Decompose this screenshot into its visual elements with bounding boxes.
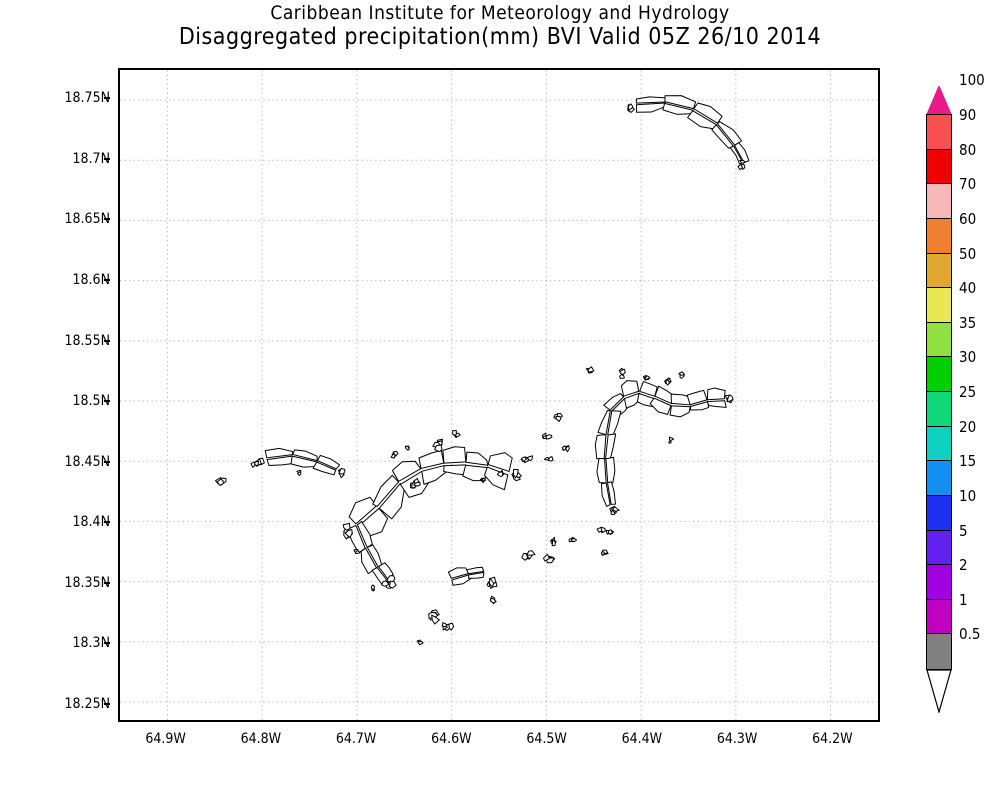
colorbar-under-arrow-icon [926, 669, 952, 713]
y-tick-mark [104, 460, 110, 463]
y-tick-label: 18.55N [64, 332, 110, 349]
y-tick-label: 18.7N [72, 150, 110, 167]
y-tick-label: 18.65N [64, 211, 110, 228]
y-tick-mark [104, 400, 110, 403]
x-tick-label: 64.9W [145, 731, 186, 747]
x-tick-label: 64.4W [621, 731, 663, 747]
colorbar-segment [927, 426, 951, 462]
colorbar-tick-label: 30 [959, 348, 977, 367]
colorbar-tick-label: 90 [959, 106, 977, 124]
y-tick-mark [104, 97, 110, 100]
colorbar-segment [927, 322, 951, 358]
x-tick-label: 64.6W [431, 731, 472, 747]
y-tick-label: 18.25N [64, 695, 110, 712]
x-tick-label: 64.7W [335, 731, 377, 747]
y-tick-label: 18.3N [72, 635, 110, 652]
colorbar-segment [927, 184, 951, 219]
x-tick-label: 64.8W [240, 731, 282, 747]
colorbar-tick-label: 5 [959, 521, 968, 540]
y-tick-mark [104, 278, 110, 281]
colorbar-tick-label: 50 [959, 244, 977, 263]
colorbar-tick-label: 60 [959, 209, 977, 228]
y-tick-mark [104, 642, 110, 645]
colorbar-segment [927, 634, 951, 669]
colorbar-tick-label: 10 [959, 486, 977, 505]
colorbar-tick-label: 40 [959, 279, 977, 298]
colorbar-tick-label: 20 [959, 417, 977, 436]
colorbar-segment [927, 218, 951, 254]
y-tick-label: 18.4N [72, 514, 110, 531]
y-tick-label: 18.45N [64, 453, 110, 470]
colorbar-segment [927, 599, 951, 635]
colorbar-tick-label: 80 [959, 140, 977, 159]
page-title: Disaggregated precipitation(mm) BVI Vali… [178, 24, 822, 50]
x-tick-label: 64.2W [812, 731, 853, 747]
colorbar-tick-label: 25 [959, 383, 977, 401]
colorbar-tick-label: 0.5 [959, 625, 981, 644]
y-tick-mark [104, 157, 110, 160]
colorbar-segment [927, 392, 951, 427]
x-tick-label: 64.5W [526, 731, 567, 747]
colorbar-tick-label: 70 [959, 175, 977, 194]
institute-title: Caribbean Institute for Meteorology and … [270, 2, 730, 24]
y-tick-mark [104, 218, 110, 221]
y-tick-mark [104, 339, 110, 342]
colorbar-segment [927, 495, 951, 531]
colorbar-tick-label: 1 [959, 590, 968, 609]
island-polygons [214, 95, 750, 646]
colorbar-segment [927, 461, 951, 496]
y-axis-tick-labels: 18.25N 18.3N 18.35N 18.4N 18.45N 18.5N 18.55N 1… [52, 68, 110, 722]
y-tick-label: 18.35N [64, 574, 110, 591]
colorbar-tick-label: 15 [959, 452, 977, 471]
y-tick-mark [104, 521, 110, 524]
colorbar-tick-label: 100 [959, 71, 985, 90]
colorbar-segment [927, 149, 951, 185]
colorbar-tick-label: 2 [959, 556, 968, 575]
map-plot-frame [118, 68, 880, 722]
colorbar: 0.5 1 2 5 10 15 20 25 30 35 40 50 60 70 80 90 100 [926, 71, 1000, 726]
colorbar-segment [927, 288, 951, 323]
colorbar-segment [927, 530, 951, 566]
colorbar-gradient-bar [926, 114, 952, 670]
x-axis-tick-labels: 64.9W 64.8W 64.7W 64.6W 64.5W 64.4W 64.3W 64.2W [118, 731, 880, 753]
colorbar-segment [927, 115, 951, 150]
y-tick-label: 18.75N [64, 90, 110, 107]
colorbar-segment [927, 357, 951, 392]
y-tick-mark [104, 581, 110, 584]
colorbar-tick-label: 35 [959, 313, 977, 332]
colorbar-segment [927, 565, 951, 600]
gridlines [120, 70, 878, 720]
y-tick-mark [104, 702, 110, 705]
y-tick-label: 18.6N [72, 271, 110, 288]
x-tick-label: 64.3W [716, 731, 758, 747]
colorbar-segment [927, 253, 951, 289]
y-tick-label: 18.5N [72, 393, 110, 410]
chart-title-block: Caribbean Institute for Meteorology and … [0, 2, 1000, 50]
colorbar-over-arrow-icon [926, 86, 952, 115]
